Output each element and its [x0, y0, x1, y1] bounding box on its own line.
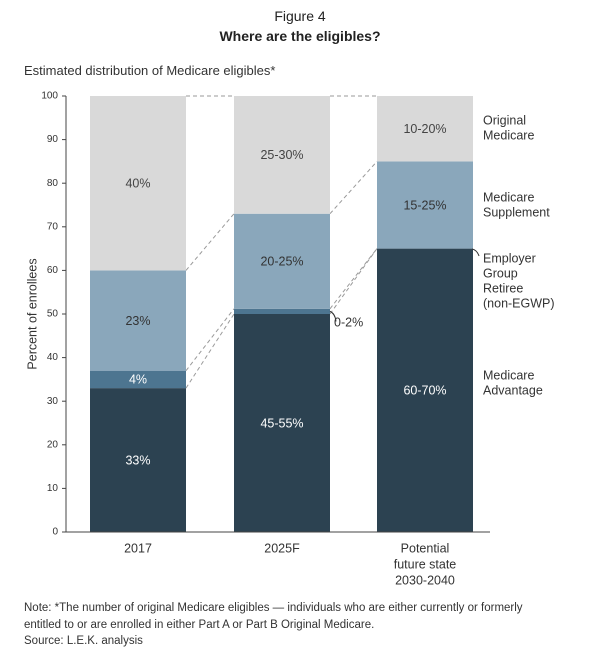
- stacked-bar-chart: 33% 45-55% 60-70% 4% 0-2% 23% 20-25% 15-25% 40% 2…: [25, 91, 555, 588]
- legend-label: Medicare: [483, 190, 534, 204]
- data-label: 40%: [125, 176, 150, 190]
- x-tick-label: 2030-2040: [395, 573, 455, 587]
- data-label: 25-30%: [260, 148, 303, 162]
- data-label: 33%: [125, 453, 150, 467]
- figure-title: Where are the eligibles?: [219, 28, 381, 44]
- bar-segment: [90, 96, 186, 271]
- connector-line: [185, 308, 235, 371]
- y-tick-label: 50: [47, 309, 59, 320]
- y-tick-label: 100: [41, 91, 58, 102]
- legend-label: Medicare: [483, 128, 534, 142]
- note-line-1: Note: *The number of original Medicare e…: [24, 602, 523, 614]
- legend-label: (non-EGWP): [483, 296, 555, 310]
- y-tick-label: 80: [47, 178, 59, 189]
- data-label: 15-25%: [403, 198, 446, 212]
- data-label: 45-55%: [260, 416, 303, 430]
- figure-number: Figure 4: [274, 8, 326, 24]
- chart-notes: Note: *The number of original Medicare e…: [24, 600, 584, 650]
- y-tick-label: 70: [47, 221, 59, 232]
- connector-line: [329, 161, 378, 215]
- source-line: Source: L.E.K. analysis: [24, 635, 143, 647]
- bar-segment: [234, 308, 330, 314]
- y-tick-label: 30: [47, 396, 59, 407]
- legend-label: Retiree: [483, 281, 523, 295]
- y-tick-label: 20: [47, 439, 59, 450]
- callout-line: [329, 310, 337, 322]
- connector-line: [329, 248, 378, 310]
- connector-line: [185, 313, 235, 389]
- bar-segment: [90, 370, 186, 389]
- data-label: 20-25%: [260, 255, 303, 269]
- legend-callout-line: [471, 248, 480, 257]
- bar-segment: [377, 96, 473, 162]
- legend-label: Medicare: [483, 368, 534, 382]
- y-axis-label: Percent of enrollees: [25, 258, 39, 369]
- bar-segment: [234, 96, 330, 214]
- y-tick-label: 60: [47, 265, 59, 276]
- bar-segment: [377, 161, 473, 249]
- outside-data-label: 0-2%: [334, 316, 363, 330]
- bar-segment: [377, 248, 473, 532]
- y-tick-label: 10: [47, 483, 59, 494]
- y-tick-label: 90: [47, 134, 59, 145]
- data-label: 60-70%: [403, 384, 446, 398]
- legend-label: Original: [483, 113, 526, 127]
- data-label: 23%: [125, 314, 150, 328]
- bar-segment: [234, 314, 330, 532]
- connector-line: [185, 213, 235, 271]
- x-tick-label: Potential: [401, 541, 450, 555]
- legend-label: Group: [483, 266, 518, 280]
- bar-segment: [90, 270, 186, 371]
- note-line-2: entitled to or are enrolled in either Pa…: [24, 618, 375, 631]
- data-label: 4%: [129, 373, 147, 387]
- y-tick-label: 40: [47, 352, 59, 363]
- chart-subtitle: Estimated distribution of Medicare eligi…: [24, 63, 276, 78]
- data-label: 10-20%: [403, 122, 446, 136]
- x-tick-label: 2025F: [264, 541, 300, 555]
- y-tick-label: 0: [52, 527, 58, 538]
- legend-label: Advantage: [483, 383, 543, 397]
- legend-label: Supplement: [483, 205, 550, 219]
- bar-segment: [90, 388, 186, 532]
- legend-label: Employer: [483, 251, 536, 265]
- x-tick-label: future state: [394, 557, 457, 571]
- bar-segment: [234, 213, 330, 309]
- x-tick-label: 2017: [124, 541, 152, 555]
